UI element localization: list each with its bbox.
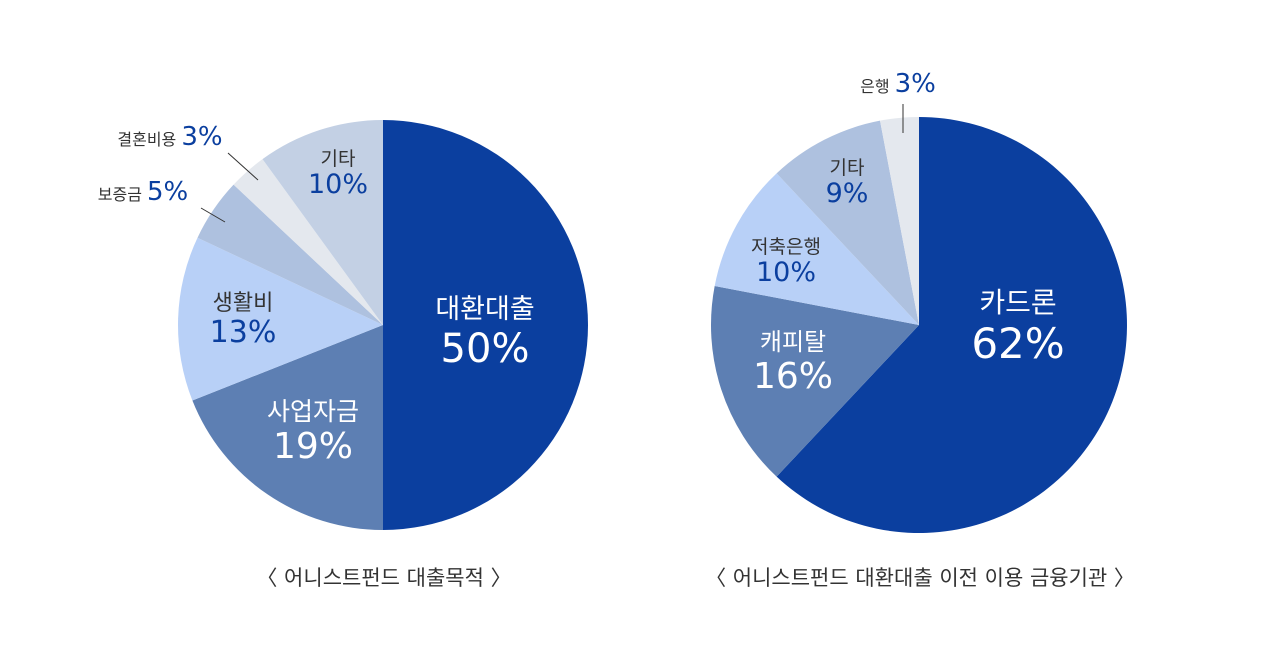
pie-slice-0-2: [178, 237, 383, 401]
slice-value-1-3: 9%: [826, 178, 869, 209]
leader-line-0-3: [200, 207, 226, 223]
slice-value-1-2: 10%: [756, 257, 816, 288]
slice-name-1-0: 카드론: [979, 286, 1056, 319]
slice-name-1-3: 기타: [830, 157, 865, 179]
slice-name-0-1: 사업자금: [267, 397, 359, 426]
slice-label-0-4: 결혼비용 3%: [117, 122, 222, 152]
chart-caption-loan-purpose: 〈 어니스트펀드 대출목적 〉: [256, 566, 512, 590]
chart-caption-prior-lender: 〈 어니스트펀드 대환대출 이전 이용 금융기관 〉: [705, 566, 1135, 590]
pie-slice-0-1: [192, 325, 383, 530]
pie-slice-0-3: [197, 184, 383, 325]
pie-slice-1-1: [710, 286, 919, 477]
pie-slice-0-5: [262, 120, 383, 325]
pie-slice-1-0: [776, 117, 1127, 533]
slice-label-0-3: 보증금 5%: [98, 177, 189, 207]
slice-value-0-5: 10%: [308, 169, 368, 200]
pie-slice-1-4: [880, 116, 919, 325]
slice-value-0-0: 50%: [441, 326, 530, 372]
slice-value-1-1: 16%: [753, 356, 833, 397]
slice-value-1-0: 62%: [971, 319, 1064, 368]
leader-line-0-4: [227, 152, 259, 181]
pie-slice-1-2: [714, 173, 919, 325]
slice-value-0-2: 13%: [210, 315, 277, 350]
pie-slice-0-4: [233, 159, 383, 325]
slice-name-1-2: 저축은행: [751, 236, 821, 258]
pie-slice-1-3: [776, 120, 919, 326]
slice-value-0-1: 19%: [273, 426, 353, 467]
slice-label-1-4: 은행 3%: [860, 69, 936, 99]
slice-name-0-2: 생활비: [213, 291, 274, 316]
slice-name-0-5: 기타: [321, 148, 356, 170]
pie-slice-0-0: [383, 120, 588, 530]
slice-name-1-1: 캐피탈: [760, 328, 826, 356]
slice-name-0-0: 대환대출: [435, 294, 534, 325]
